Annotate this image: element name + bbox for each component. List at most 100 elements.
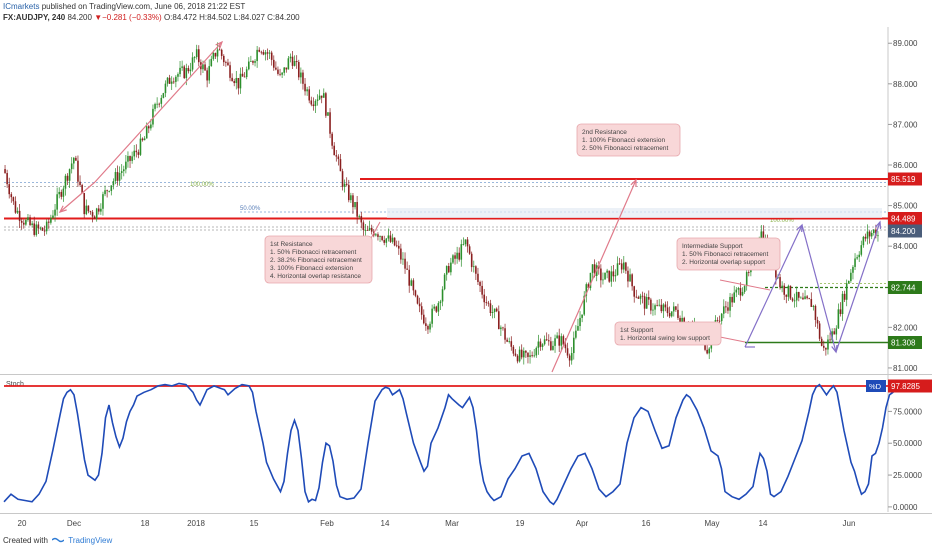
tag-last-price-bg bbox=[888, 224, 922, 238]
candle bbox=[43, 225, 46, 236]
candle bbox=[745, 267, 748, 291]
candle-body bbox=[877, 235, 879, 237]
candle bbox=[18, 204, 21, 229]
candle bbox=[866, 224, 869, 245]
candle-body bbox=[760, 231, 763, 239]
candle-body bbox=[297, 62, 300, 78]
candle bbox=[612, 264, 615, 282]
candle-body bbox=[720, 313, 723, 322]
candle-body bbox=[745, 272, 748, 287]
candle bbox=[579, 311, 581, 331]
candle-body bbox=[650, 299, 652, 311]
candle bbox=[487, 300, 490, 307]
candle bbox=[279, 68, 281, 77]
candle-body bbox=[395, 245, 398, 247]
price-change: −0.281 (−0.33%) bbox=[102, 13, 162, 22]
candle bbox=[54, 204, 56, 222]
candle bbox=[460, 239, 463, 267]
candle bbox=[729, 292, 731, 318]
candle bbox=[472, 260, 475, 273]
candle-body bbox=[495, 308, 498, 312]
candle-body bbox=[295, 60, 298, 63]
annotation-1st-resistance-line: 4. Horizontal overlap resistance bbox=[270, 273, 361, 280]
candle-body bbox=[437, 303, 440, 312]
candle-body bbox=[562, 336, 565, 345]
candle bbox=[627, 266, 629, 288]
candle-body bbox=[864, 236, 867, 239]
candle-body bbox=[547, 340, 550, 342]
price-tick-label: 88.000 bbox=[893, 80, 918, 89]
candle bbox=[77, 155, 79, 187]
candle-body bbox=[410, 280, 413, 286]
candle-body bbox=[75, 157, 77, 161]
candle-body bbox=[150, 124, 152, 129]
candle-body bbox=[381, 236, 383, 241]
candle bbox=[481, 280, 483, 299]
candle-body bbox=[818, 323, 821, 339]
candle-body bbox=[679, 317, 681, 323]
candle-body bbox=[852, 266, 854, 273]
candle-body bbox=[45, 221, 48, 232]
candle-body bbox=[741, 291, 744, 296]
candle-body bbox=[520, 349, 523, 358]
candle-body bbox=[397, 245, 400, 249]
candle bbox=[616, 256, 619, 276]
candle-body bbox=[137, 152, 140, 155]
candle bbox=[795, 286, 798, 308]
candle-body bbox=[868, 231, 871, 237]
footer: Created with TradingView bbox=[3, 536, 112, 545]
candle-body bbox=[427, 325, 429, 330]
candle-body bbox=[620, 263, 623, 270]
candle-body bbox=[231, 77, 233, 82]
candle-body bbox=[341, 171, 344, 187]
candle bbox=[375, 233, 377, 237]
candle bbox=[327, 112, 329, 116]
candle-body bbox=[414, 290, 417, 296]
candle-body bbox=[166, 77, 169, 84]
candle bbox=[520, 344, 523, 360]
candle-body bbox=[816, 319, 819, 324]
candle-body bbox=[116, 172, 119, 181]
candle bbox=[93, 215, 96, 219]
candle bbox=[604, 272, 606, 280]
candle bbox=[408, 265, 411, 293]
candle-body bbox=[825, 347, 827, 350]
candle bbox=[435, 305, 438, 313]
annotation-2nd-resistance-line: 2. 50% Fibonacci retracement bbox=[582, 145, 669, 152]
candle bbox=[512, 344, 515, 357]
candle-body bbox=[64, 175, 67, 189]
candle-body bbox=[510, 341, 513, 347]
candle bbox=[254, 59, 256, 67]
candle-body bbox=[502, 327, 504, 329]
candle bbox=[720, 312, 723, 325]
candle-body bbox=[81, 184, 83, 194]
candle-body bbox=[277, 69, 279, 74]
candle bbox=[370, 224, 373, 235]
candle-body bbox=[416, 295, 419, 304]
candle-body bbox=[285, 67, 288, 70]
candle bbox=[108, 190, 111, 193]
candle bbox=[258, 47, 261, 53]
projection-arrow-shaft bbox=[551, 179, 637, 373]
candle-body bbox=[718, 320, 721, 322]
candle-body bbox=[458, 252, 461, 260]
candle bbox=[822, 340, 825, 351]
candle bbox=[852, 265, 854, 280]
candle bbox=[45, 219, 48, 235]
candle bbox=[531, 351, 533, 358]
price-tick-label: 86.000 bbox=[893, 161, 918, 170]
candle-body bbox=[525, 350, 527, 353]
stoch-tick-label: 25.0000 bbox=[893, 471, 922, 480]
tradingview-brand[interactable]: TradingView bbox=[68, 536, 113, 545]
candle-body bbox=[860, 245, 863, 255]
candle bbox=[450, 257, 452, 276]
candle-body bbox=[804, 296, 806, 300]
candle bbox=[193, 56, 196, 63]
author-link[interactable]: ICmarkets bbox=[3, 2, 40, 11]
tag-resistance-2: 85.519 bbox=[888, 172, 922, 186]
candle bbox=[441, 286, 444, 307]
candle-body bbox=[4, 169, 6, 174]
candle-body bbox=[270, 52, 273, 60]
tag-last-price-label: 84.200 bbox=[891, 227, 916, 236]
